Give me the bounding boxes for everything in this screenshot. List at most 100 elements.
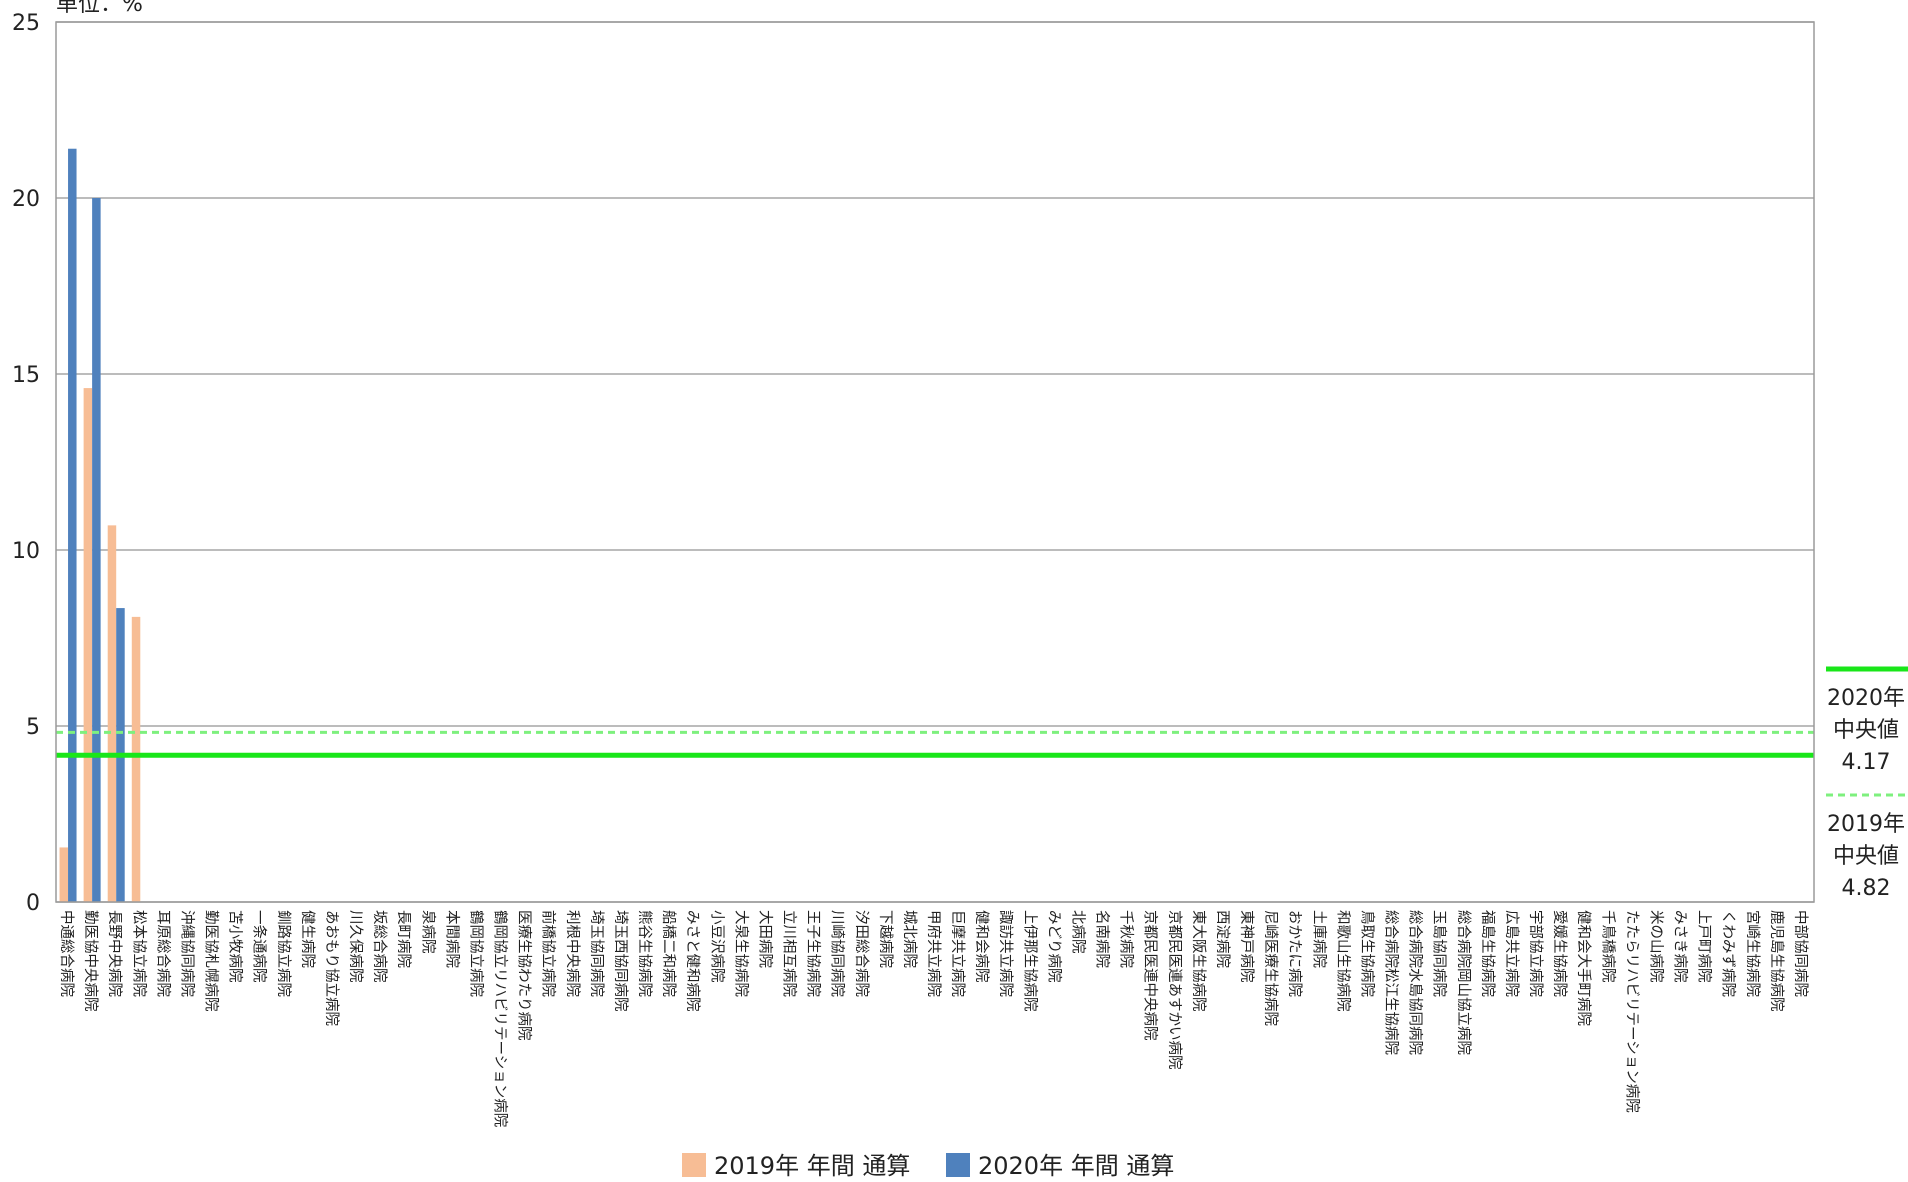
x-category-label: 埼玉協同病院: [588, 910, 605, 997]
x-category-label: 名南病院: [1094, 910, 1111, 968]
x-category-label: 本間病院: [443, 910, 460, 968]
x-category-label: 土庫病院: [1310, 910, 1327, 968]
x-category-label: 東大阪生協病院: [1190, 910, 1207, 1012]
x-category-label: 宮崎生協病院: [1744, 910, 1761, 997]
x-category-label: 尼崎医療生協病院: [1262, 910, 1279, 1026]
series-legend: 2019年 年間 通算 2020年 年間 通算: [682, 1152, 1174, 1180]
x-category-label: 王子生協病院: [805, 910, 822, 997]
x-category-label: 総合病院水島協同病院: [1407, 910, 1424, 1055]
x-axis-categories: 中通総合病院 勤医協中央病院 長野中央病院 松本協立病院 耳原総合病院 沖縄協同病院 勤医協…: [58, 910, 1809, 1128]
x-category-label: 健和会大手町病院: [1575, 910, 1592, 1026]
bar-2019-2: [107, 525, 117, 902]
x-category-label: 諏訪共立病院: [997, 910, 1014, 997]
x-category-label: 泉病院: [419, 910, 436, 954]
median-legend-value-label: 4.17: [1842, 750, 1891, 775]
x-category-label: 医療生協わたり病院: [516, 910, 533, 1041]
y-tick-label: 10: [12, 539, 40, 564]
legend-swatch-2020: [946, 1153, 970, 1177]
x-category-label: 長町病院: [395, 910, 412, 968]
bar-2019-3: [131, 616, 141, 902]
x-category-label: 総合病院松江生協病院: [1383, 910, 1400, 1055]
x-category-label: 大泉生協病院: [732, 910, 749, 997]
x-category-label: くわみず病院: [1720, 910, 1737, 997]
legend-label-2019: 2019年 年間 通算: [714, 1152, 910, 1178]
legend-label-2020: 2020年 年間 通算: [978, 1152, 1174, 1178]
x-category-label: 苫小牧病院: [227, 910, 244, 983]
x-category-label: みさと健和病院: [684, 910, 701, 1012]
x-category-label: 健生病院: [299, 910, 316, 968]
x-category-label: 京都民医連あすかい病院: [1166, 910, 1183, 1070]
median-legend-year-label: 2019年: [1827, 812, 1905, 837]
x-category-label: 沖縄協同病院: [178, 910, 195, 997]
x-category-label: 京都民医連中央病院: [1142, 910, 1159, 1041]
median-legend-year-label: 2020年: [1827, 686, 1905, 711]
bar-2020-0: [68, 148, 77, 903]
x-category-label: 健和会病院: [973, 910, 990, 983]
median-legend-stat-label: 中央値: [1833, 718, 1899, 743]
unit-label: 単位：%: [56, 0, 143, 17]
x-category-label: 立川相互病院: [781, 910, 798, 997]
x-category-label: 総合病院岡山協立病院: [1455, 910, 1472, 1055]
median-legend-stat-label: 中央値: [1833, 844, 1899, 869]
x-category-label: 城北病院: [901, 910, 918, 968]
x-category-label: 埼玉西協同病院: [612, 910, 629, 1012]
legend-swatch-2019: [682, 1153, 706, 1177]
x-category-label: 勤医協中央病院: [82, 910, 99, 1012]
x-category-label: 上伊那生協病院: [1021, 910, 1038, 1012]
x-category-label: 米の山病院: [1647, 910, 1664, 983]
x-category-label: 汐田総合病院: [853, 910, 870, 997]
y-tick-label: 0: [26, 891, 40, 916]
x-category-label: 川崎協同病院: [829, 910, 846, 997]
x-category-label: 上戸町病院: [1696, 910, 1713, 983]
x-category-label: 和歌山生協病院: [1334, 910, 1351, 1012]
plot-area-frame: [55, 21, 1815, 903]
x-category-label: 西淀病院: [1214, 910, 1231, 968]
x-category-label: 鹿児島生協病院: [1768, 910, 1785, 1012]
x-category-label: 大田病院: [756, 910, 773, 968]
x-category-label: 中部協同病院: [1792, 910, 1809, 997]
x-category-label: たたらリハビリテーション病院: [1623, 910, 1640, 1113]
x-category-label: 一条通病院: [251, 910, 268, 983]
x-category-label: 甲府共立病院: [925, 910, 942, 997]
x-category-label: 北病院: [1069, 910, 1086, 954]
x-category-label: 千鳥橋病院: [1599, 910, 1616, 983]
x-category-label: 鶴岡協立病院: [467, 910, 484, 997]
bar-2019-1: [83, 388, 93, 903]
x-category-label: みどり病院: [1045, 910, 1062, 983]
x-category-label: 鳥取生協病院: [1358, 910, 1375, 997]
bar-2020-1: [92, 198, 101, 902]
x-category-label: 宇部協立病院: [1527, 910, 1544, 997]
bars: [59, 148, 141, 903]
x-category-label: 坂総合病院: [371, 910, 388, 983]
bar-2019-0: [59, 847, 69, 902]
x-category-label: 鶴岡協立リハビリテーション病院: [492, 910, 509, 1128]
y-tick-label: 5: [26, 715, 40, 740]
x-category-label: 長野中央病院: [106, 910, 123, 997]
median-lines: [56, 730, 1814, 758]
x-category-label: 勤医協札幌病院: [203, 910, 220, 1012]
x-category-label: 船橋二和病院: [660, 910, 677, 997]
x-category-label: 前橋協立病院: [540, 910, 557, 997]
x-category-label: あおもり協立病院: [323, 910, 340, 1026]
y-tick-label: 25: [12, 11, 40, 36]
gridlines: [56, 21, 1814, 903]
x-category-label: おかたに病院: [1286, 910, 1303, 997]
x-category-label: 愛媛生協病院: [1551, 910, 1568, 997]
x-category-label: 耳原総合病院: [154, 910, 171, 997]
x-category-label: 東神戸病院: [1238, 910, 1255, 983]
median-legend-value-label: 4.82: [1842, 876, 1891, 901]
x-category-label: 広島共立病院: [1503, 910, 1520, 997]
x-category-label: 福島生協病院: [1479, 910, 1496, 997]
x-category-label: 小豆沢病院: [708, 910, 725, 983]
x-category-label: みさき病院: [1672, 910, 1689, 983]
x-category-label: 川久保病院: [347, 910, 364, 983]
y-tick-label: 15: [12, 363, 40, 388]
y-tick-label: 20: [12, 187, 40, 212]
x-category-label: 松本協立病院: [130, 910, 147, 997]
x-category-label: 玉島協同病院: [1431, 910, 1448, 997]
x-category-label: 中通総合病院: [58, 910, 75, 997]
y-axis-ticks: 0 5 10 15 20 25: [12, 11, 40, 916]
